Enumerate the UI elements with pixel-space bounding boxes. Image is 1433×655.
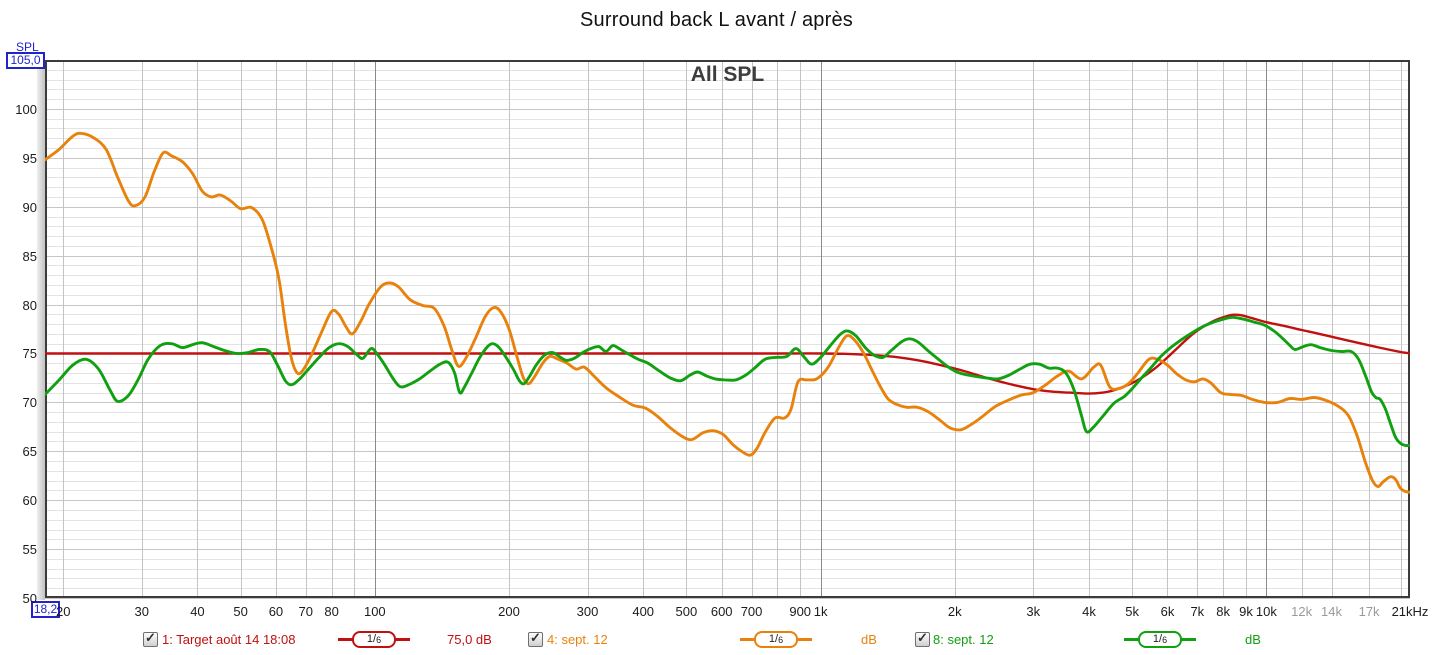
legend-label-3: 8: sept. 12	[933, 632, 994, 647]
legend-checkbox-2[interactable]: ✓	[528, 630, 543, 647]
y-tick-label: 90	[22, 199, 37, 215]
x-tick-label: 5k	[1125, 604, 1140, 619]
legend: ✓ 1: Target août 14 18:08 1/6 75,0 dB ✓ 4: se…	[0, 630, 1433, 652]
x-tick-label: 600	[710, 604, 733, 619]
check-icon: ✓	[530, 630, 541, 645]
smoothing-control-3[interactable]: 1/6	[1124, 631, 1196, 648]
x-tick-label: 17k	[1358, 604, 1380, 619]
x-tick-label: 40	[190, 604, 205, 619]
x-tick-label: 9k	[1239, 604, 1253, 619]
x-tick-label: 500	[675, 604, 698, 619]
y-tick-label: 50	[22, 591, 37, 606]
legend-checkbox-3[interactable]: ✓	[915, 630, 930, 647]
x-tick-label: 21kHz	[1391, 604, 1429, 619]
legend-label-2: 4: sept. 12	[547, 632, 608, 647]
y-tick-label: 60	[22, 493, 37, 509]
plot-title: All SPL	[690, 63, 765, 86]
x-tick-label: 7k	[1190, 604, 1205, 619]
y-axis-strip	[37, 60, 45, 600]
x-tick-label: 50	[233, 604, 248, 619]
x-tick-label: 80	[324, 604, 339, 619]
x-tick-label: 4k	[1082, 604, 1096, 619]
smoothing-value-box: 1/6	[1138, 631, 1182, 648]
x-tick-label: 20	[56, 604, 71, 619]
y-tick-label: 85	[22, 248, 37, 264]
x-tick-label: 60	[268, 604, 284, 619]
y-tick-label: 65	[22, 444, 37, 460]
smoothing-value-box: 1/6	[754, 631, 798, 648]
x-tick-label: 100	[363, 604, 386, 619]
x-tick-label: 70	[298, 604, 314, 619]
legend-value-3: dB	[1245, 632, 1261, 647]
y-tick-label: 95	[22, 150, 37, 166]
check-icon: ✓	[917, 630, 928, 645]
legend-value-2: dB	[861, 632, 877, 647]
series-curve-3	[45, 315, 1410, 447]
x-tick-label: 10k	[1255, 604, 1277, 619]
smoothing-value-box: 1/6	[352, 631, 396, 648]
series-curve-2	[45, 131, 1410, 494]
x-tick-label: 700	[740, 604, 763, 619]
x-tick-label: 400	[632, 604, 655, 619]
x-axis-min-input[interactable]: 18,2	[31, 601, 60, 618]
x-tick-label: 200	[498, 604, 520, 619]
smoothing-control-2[interactable]: 1/6	[740, 631, 812, 648]
x-tick-label: 900	[789, 604, 812, 619]
smoothing-control-1[interactable]: 1/6	[338, 631, 410, 648]
legend-label-1: 1: Target août 14 18:08	[162, 632, 296, 647]
check-icon: ✓	[145, 630, 156, 645]
legend-checkbox-1[interactable]: ✓	[143, 630, 158, 647]
y-tick-label: 100	[15, 101, 37, 117]
x-tick-label: 3k	[1026, 604, 1041, 619]
page-title: Surround back L avant / après	[580, 9, 853, 31]
x-tick-label: 1k	[813, 604, 828, 619]
y-axis-name: SPL	[16, 40, 39, 54]
x-tick-label: 30	[134, 604, 149, 619]
x-tick-label: 2k	[947, 604, 962, 619]
y-tick-label: 55	[22, 542, 37, 558]
y-tick-label: 75	[22, 346, 37, 362]
y-tick-label: 80	[22, 297, 37, 313]
x-tick-label: 12k	[1291, 604, 1313, 619]
x-tick-label: 8k	[1216, 604, 1231, 619]
x-tick-label: 300	[576, 604, 599, 619]
legend-value-1: 75,0 dB	[447, 632, 492, 647]
y-axis-max-input[interactable]: 105,0	[6, 52, 45, 69]
x-tick-label: 6k	[1160, 604, 1175, 619]
y-tick-label: 70	[22, 395, 37, 411]
x-tick-label: 14k	[1321, 604, 1342, 619]
